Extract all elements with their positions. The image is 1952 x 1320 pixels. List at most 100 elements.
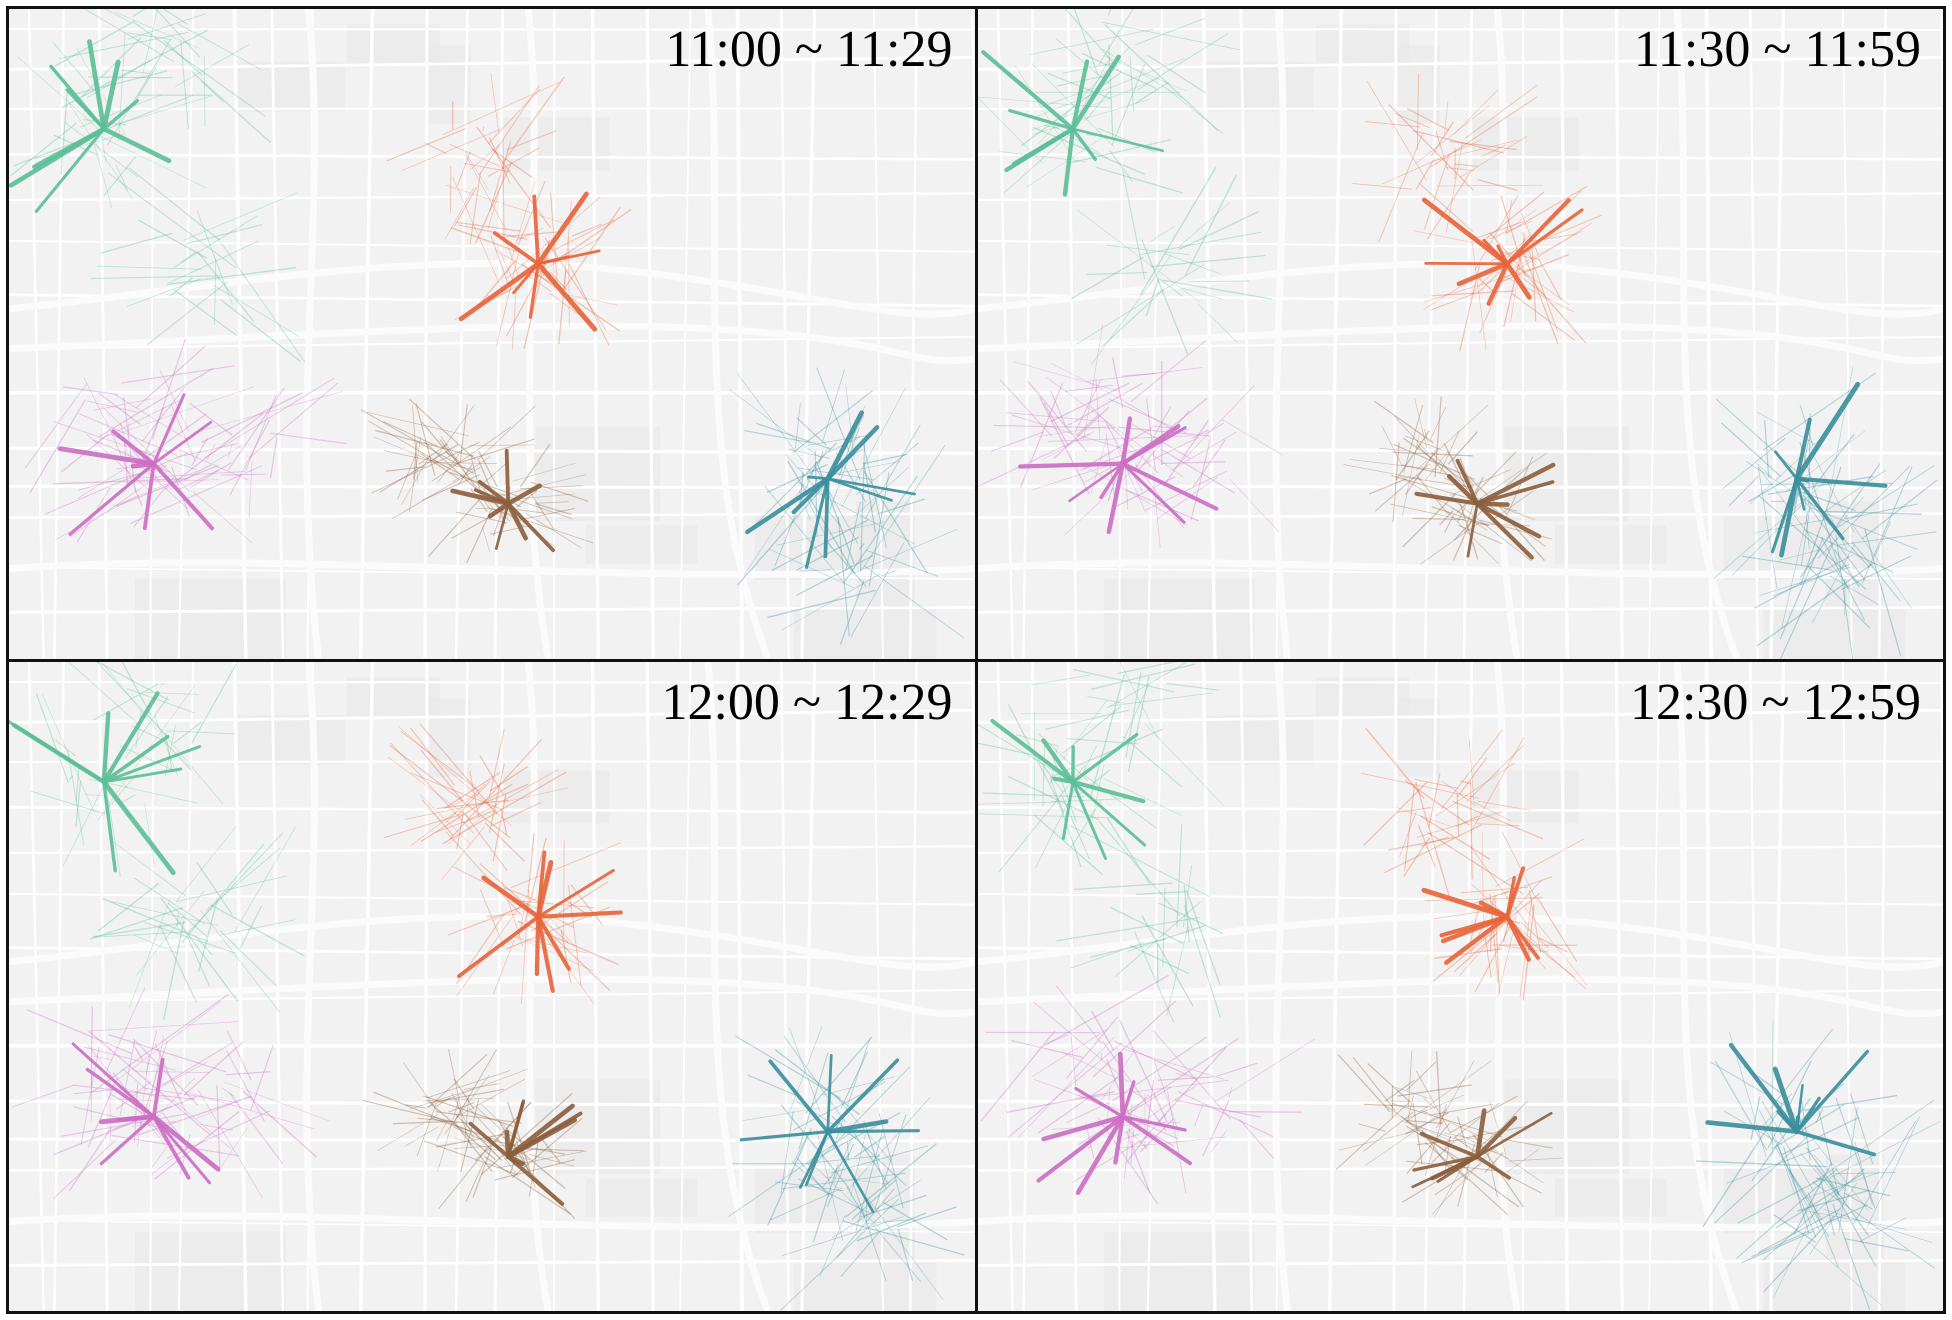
- road: [1201, 661, 1217, 1311]
- flow-line: [1049, 772, 1054, 784]
- flow-line: [1073, 881, 1172, 890]
- flow-line: [1107, 45, 1113, 138]
- flow-line: [1807, 565, 1870, 629]
- flow-line: [1033, 1078, 1151, 1122]
- map-canvas: [977, 9, 1943, 659]
- flow-line: [1519, 897, 1532, 997]
- flow-line: [448, 1101, 475, 1113]
- flow-line: [854, 1135, 885, 1158]
- flow-line: [426, 1068, 528, 1107]
- flow-line: [1483, 1151, 1503, 1173]
- major-road: [9, 259, 975, 318]
- major-flow-line: [536, 249, 601, 266]
- flow-line: [571, 223, 603, 237]
- flow-line: [83, 9, 175, 63]
- flow-line: [526, 274, 552, 292]
- flow-line: [1402, 437, 1473, 488]
- flow-line: [1771, 1020, 1773, 1155]
- flow-line: [1221, 418, 1283, 456]
- flow-line: [1086, 695, 1125, 704]
- flow-line: [142, 413, 208, 461]
- time-range-label: 11:30 ~ 11:59: [1633, 21, 1921, 78]
- flow-line: [1440, 1117, 1494, 1143]
- flow-line: [155, 9, 201, 58]
- major-flow-line: [1411, 1154, 1479, 1172]
- flow-line: [511, 933, 593, 971]
- street-network: [9, 661, 975, 1311]
- flow-line: [1726, 1146, 1820, 1184]
- flow-line: [1430, 506, 1489, 527]
- flow-line: [1442, 442, 1466, 487]
- flow-line: [850, 528, 957, 575]
- flow-line: [1750, 1097, 1811, 1181]
- flow-line: [1103, 23, 1219, 132]
- flow-line: [1127, 675, 1149, 772]
- road: [9, 759, 975, 763]
- flow-line: [1089, 937, 1166, 958]
- major-flow-line: [68, 461, 156, 536]
- major-flow-line: [825, 410, 865, 481]
- flow-line: [519, 485, 583, 490]
- flow-line: [392, 1120, 452, 1124]
- flow-line: [798, 1177, 872, 1214]
- flow-line: [136, 889, 205, 976]
- flow-line: [1088, 405, 1158, 474]
- flow-line: [1709, 1060, 1789, 1108]
- flow-line: [453, 1048, 498, 1122]
- flow-line: [977, 801, 1060, 805]
- flow-line: [437, 1093, 461, 1172]
- flow-line: [464, 151, 489, 191]
- flow-line: [72, 1084, 195, 1100]
- flow-line: [1476, 179, 1518, 191]
- flow-line: [1434, 761, 1515, 816]
- flow-line: [1121, 1047, 1224, 1080]
- flow-line: [487, 147, 540, 177]
- flow-line: [756, 422, 832, 450]
- flow-line: [1780, 1116, 1859, 1155]
- flow-line: [1489, 214, 1602, 262]
- flow-line: [448, 1048, 462, 1108]
- flow-line: [1135, 890, 1187, 895]
- flow-line: [1049, 382, 1130, 423]
- flow-cluster-northwest: [9, 9, 306, 363]
- street-network: [977, 661, 1943, 1311]
- flow-line: [478, 85, 540, 176]
- flow-line: [438, 1147, 488, 1209]
- flow-line: [379, 443, 459, 493]
- flow-line: [128, 13, 206, 40]
- flow-line: [1809, 1182, 1857, 1255]
- flow-line: [1757, 466, 1849, 588]
- flow-line: [455, 1097, 472, 1148]
- flow-line: [1037, 1073, 1123, 1134]
- flow-line: [1451, 498, 1532, 562]
- flow-line: [456, 221, 521, 232]
- flow-line: [132, 1042, 144, 1060]
- flow-line: [1499, 195, 1526, 277]
- flow-line: [1413, 105, 1489, 165]
- flow-line: [99, 399, 182, 441]
- major-flow-line: [1504, 875, 1516, 919]
- flow-line: [896, 1205, 957, 1227]
- flow-line: [442, 81, 560, 136]
- flow-line: [167, 902, 208, 937]
- flow-line: [867, 1197, 944, 1300]
- flow-line: [1121, 1132, 1140, 1141]
- flow-line: [1537, 258, 1562, 301]
- flow-line: [1713, 1132, 1811, 1223]
- flow-line: [11, 1084, 75, 1107]
- flow-line: [420, 749, 464, 801]
- flow-line: [1228, 1110, 1302, 1113]
- flow-line: [856, 1211, 927, 1241]
- flow-line: [1817, 465, 1910, 559]
- road: [97, 661, 109, 1311]
- flow-line: [450, 226, 517, 253]
- flow-line: [475, 260, 516, 309]
- flow-line: [172, 1098, 231, 1149]
- flow-line: [436, 1120, 448, 1141]
- flow-line: [1175, 1072, 1186, 1077]
- flow-line: [75, 780, 82, 827]
- major-flow-line: [1007, 108, 1074, 131]
- flow-line: [496, 1150, 587, 1169]
- flow-line: [113, 1000, 222, 1083]
- road: [977, 446, 1943, 455]
